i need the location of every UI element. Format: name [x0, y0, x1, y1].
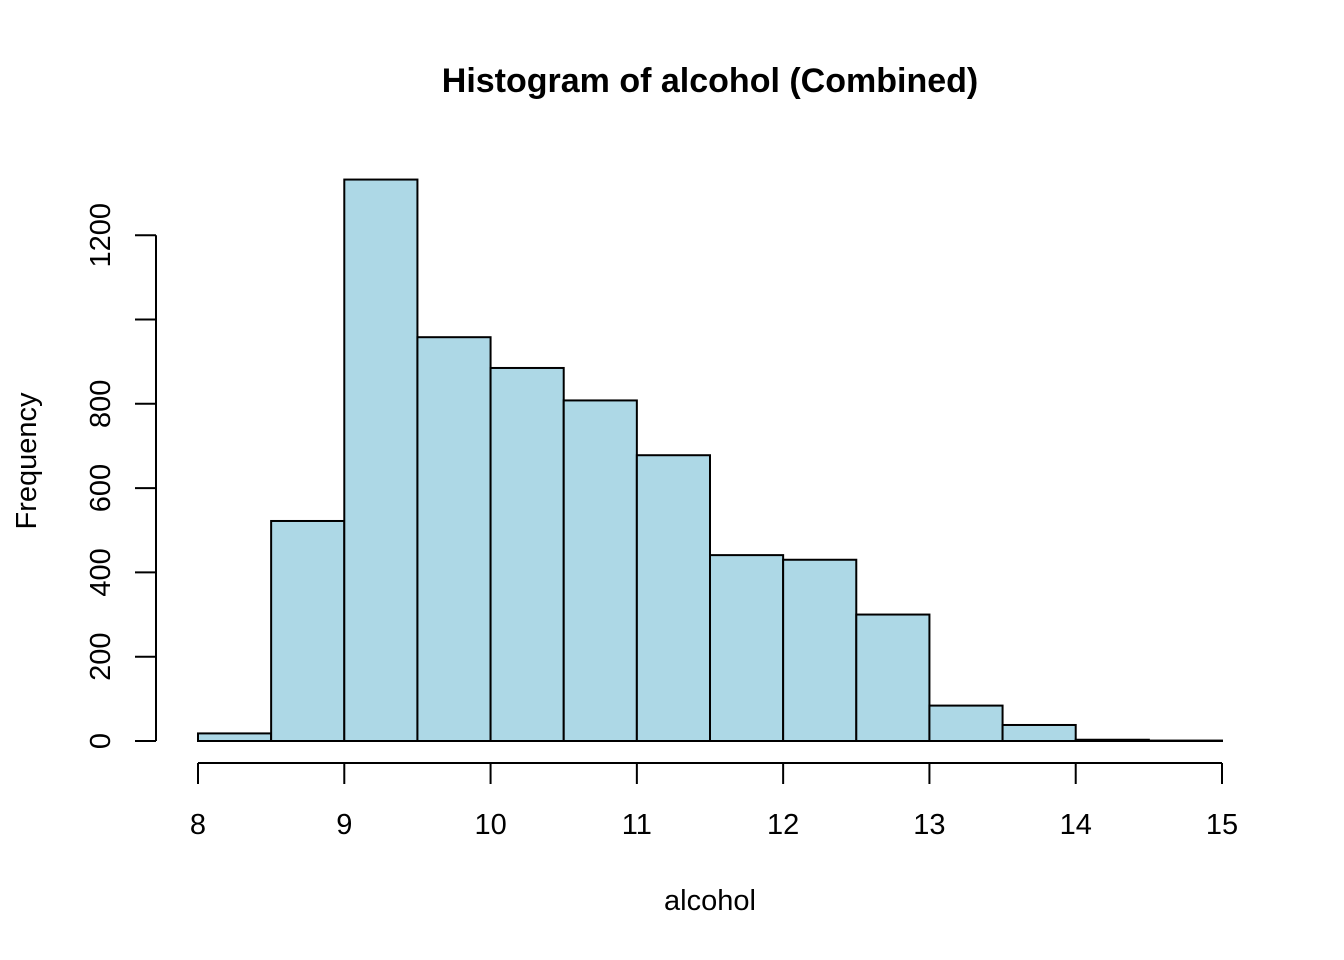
y-tick-label: 800	[85, 380, 117, 428]
histogram-bar	[635, 454, 711, 742]
y-tick-label: 200	[85, 633, 117, 681]
histogram-bar	[709, 554, 785, 742]
y-tick-label: 1200	[85, 203, 117, 268]
x-axis: 8 9 10 11 12 13 14 15	[190, 762, 1238, 841]
histogram-bar	[1074, 738, 1150, 742]
x-tick-label: 14	[1060, 809, 1092, 841]
x-tick-label: 15	[1206, 809, 1238, 841]
y-axis-label: Frequency	[11, 392, 43, 530]
histogram-bar	[782, 558, 858, 742]
histogram-bar	[855, 613, 931, 742]
x-tick-label: 12	[767, 809, 799, 841]
histogram-bar	[197, 732, 273, 742]
x-tick-label: 10	[474, 809, 506, 841]
histogram-bar	[489, 366, 565, 742]
histogram-bar	[928, 704, 1004, 743]
histogram-bar	[562, 399, 638, 742]
histogram-bar	[270, 519, 346, 742]
x-tick-label: 8	[190, 809, 206, 841]
histogram-bar	[1001, 723, 1077, 742]
x-axis-label: alcohol	[664, 885, 756, 917]
y-tick-label: 0	[85, 733, 117, 749]
x-tick-label: 11	[622, 809, 652, 841]
chart-title: Histogram of alcohol (Combined)	[442, 62, 978, 100]
y-axis: 0 200 400 600 800 1200	[85, 203, 157, 749]
histogram-bar	[343, 178, 419, 742]
y-tick-label: 600	[85, 464, 117, 512]
bars-group	[197, 178, 1223, 743]
x-tick-label: 9	[336, 809, 352, 841]
histogram-bar	[416, 336, 492, 742]
y-tick-label: 400	[85, 548, 117, 596]
x-tick-label: 13	[913, 809, 945, 841]
